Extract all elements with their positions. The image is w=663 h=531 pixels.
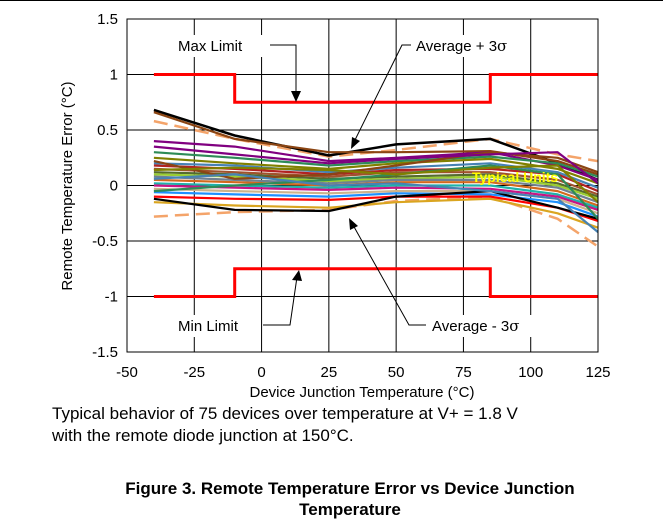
avg-plus-label-bg [412,35,530,57]
avg-plus-arrowhead [351,137,360,149]
min-limit-label-bg [170,315,260,337]
avg-plus-leader [353,44,411,143]
caption-line-2: with the remote diode junction at 150°C. [52,426,354,445]
unit-series-line [153,167,598,196]
sigma-bound-line [153,195,598,248]
avg-minus-arrowhead [349,218,358,230]
x-tick-label: 100 [518,364,543,381]
x-tick-label: 25 [321,364,338,381]
min-limit-leader [263,276,298,326]
avg-minus-leader [352,224,426,326]
unit-series-line [153,173,598,233]
figure-title: Figure 3. Remote Temperature Error vs De… [40,478,660,520]
min-limit-label: Min Limit [178,318,239,335]
x-axis-label: Device Junction Temperature (°C) [250,384,475,400]
max-limit-label: Max Limit [178,38,243,55]
caption: Typical behavior of 75 devices over temp… [52,403,612,447]
x-tick-label: 0 [257,364,265,381]
x-tick-label: 50 [388,364,405,381]
x-tick-label: -50 [116,364,138,381]
limit-line [153,267,598,298]
avg-minus-label-bg [428,315,536,337]
sigma-bound-line [153,119,598,163]
data-series [153,108,598,248]
limit-line [153,73,598,104]
y-tick-label: 0.5 [97,122,118,139]
avg-plus-text: Average + 3 [416,38,497,55]
unit-series-line [153,151,598,180]
limit-lines [153,73,598,298]
x-tick-label: 125 [585,364,610,381]
unit-series-line [153,191,598,218]
avg-plus-sigma: σ [497,37,507,55]
max-limit-leader [270,44,297,95]
figure-title-line-2: Temperature [299,500,401,519]
avg-minus-sigma: σ [509,317,519,335]
caption-line-1: Typical behavior of 75 devices over temp… [52,404,518,423]
plot-frame [126,18,599,353]
typical-units-label: Typical Units [472,169,558,185]
x-tick-label: -25 [183,364,205,381]
y-tick-label: 1.5 [97,11,118,28]
y-tick-label: 1 [110,67,118,84]
y-axis-label: Remote Temperature Error (°C) [59,81,76,290]
unit-series-line [153,145,598,185]
unit-series-line [153,164,598,204]
unit-series-line [153,197,598,229]
chart: -50 -25 0 25 50 75 100 125 -1.5 -1 -0.5 0 0.5 1 1.5 De… [59,11,611,400]
unit-series-line [153,162,598,189]
unit-series-line [153,151,598,178]
avg-plus-label: Average + 3σ [416,37,507,55]
unit-series-line [153,190,598,220]
y-tick-label: -1.5 [92,344,118,361]
avg-minus-label: Average - 3σ [432,317,520,335]
max-limit-arrowhead [291,91,301,102]
min-limit-arrowhead [292,270,302,281]
unit-series-line [153,156,598,185]
unit-series-line [153,111,598,176]
x-tick-label: 75 [455,364,472,381]
max-limit-label-bg [168,35,266,57]
avg-minus-text: Average - 3 [432,318,509,335]
y-tick-label: -0.5 [92,233,118,250]
y-tick-label: 0 [110,178,118,195]
y-tick-label: -1 [105,289,118,306]
tick-labels: -50 -25 0 25 50 75 100 125 -1.5 -1 -0.5 0 0.5 1 1.5 [92,11,610,381]
unit-series-line [153,184,598,211]
top-rule [0,0,663,1]
figure-title-line-1: Figure 3. Remote Temperature Error vs De… [125,479,575,498]
